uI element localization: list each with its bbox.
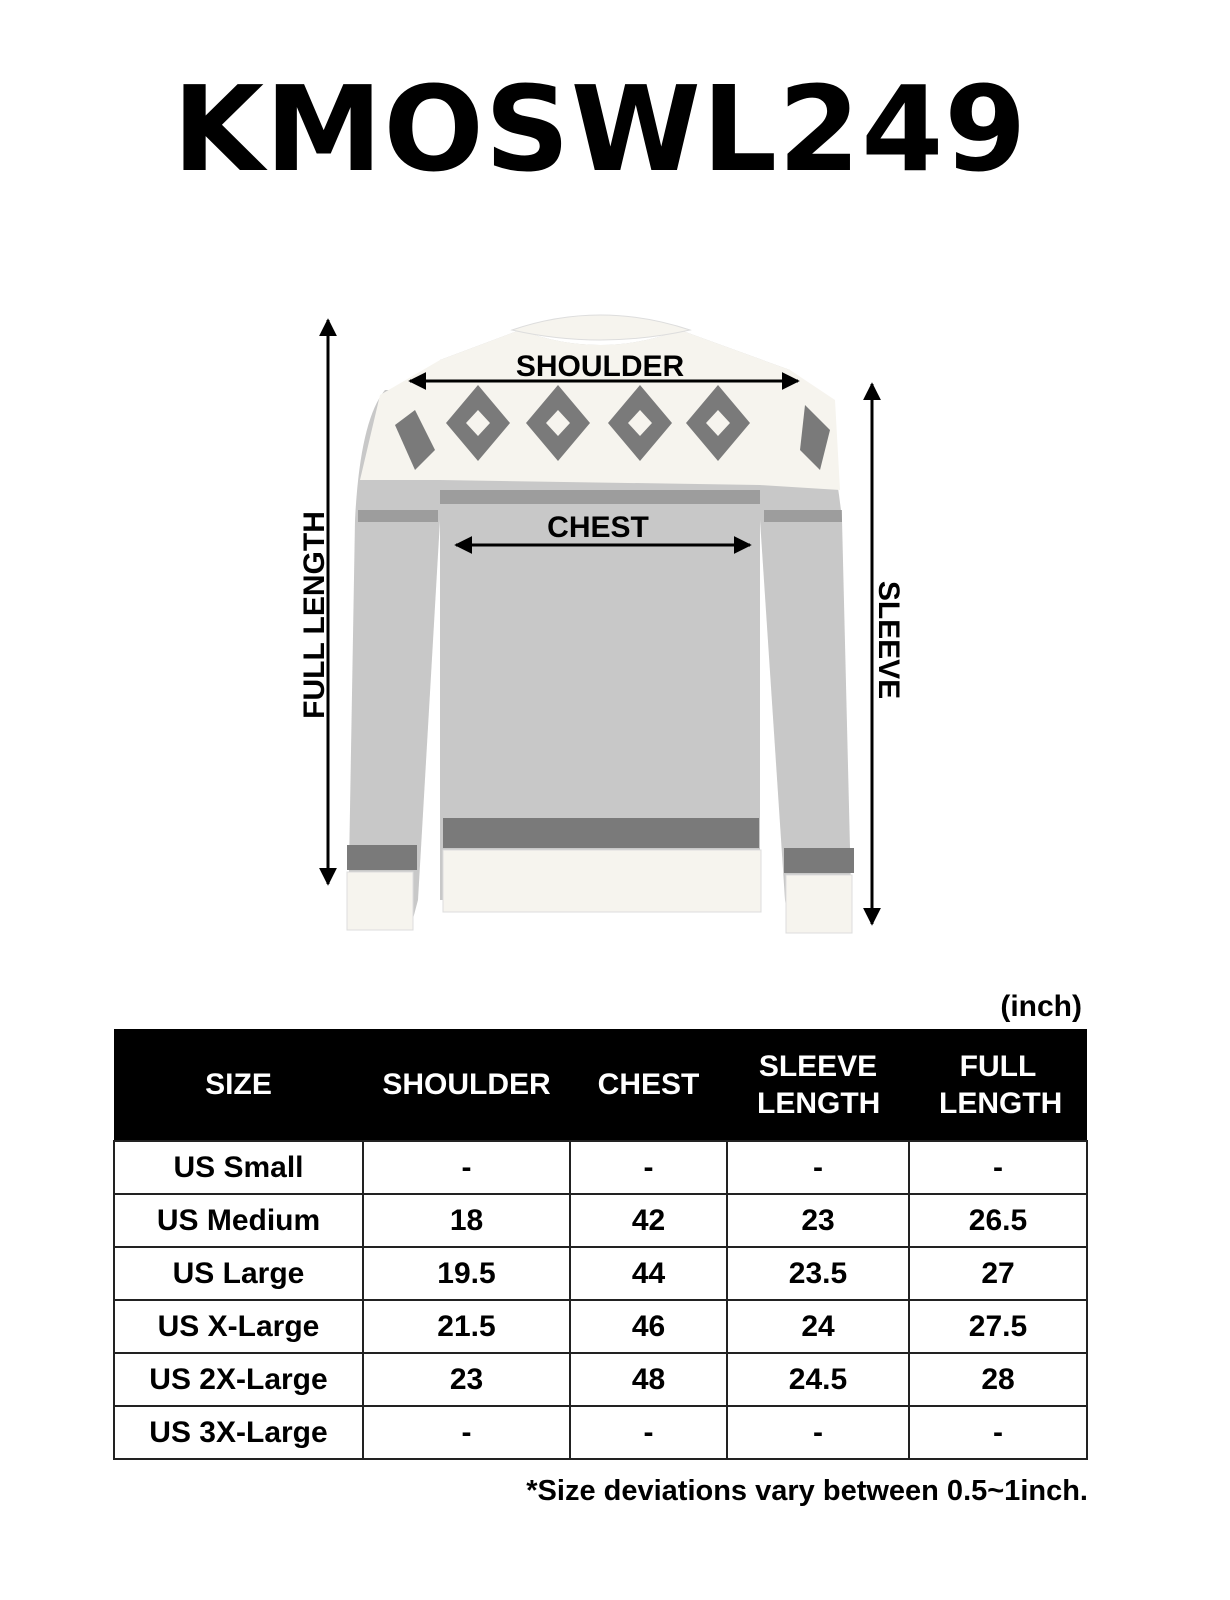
header-chest: CHEST bbox=[570, 1029, 727, 1141]
measurement-cell: 23 bbox=[362, 1352, 571, 1407]
header-sleeve-length: SLEEVE LENGTH bbox=[727, 1029, 909, 1141]
table-row: US 3X-Large - - - - bbox=[113, 1405, 1088, 1460]
shoulder-label: SHOULDER bbox=[516, 350, 685, 383]
measurement-cell: 26.5 bbox=[908, 1193, 1088, 1248]
product-code-title: KMOSWL249 bbox=[172, 60, 1028, 198]
sleeve-label: SLEEVE bbox=[872, 581, 905, 699]
table-header-row: SIZE SHOULDER CHEST SLEEVE LENGTH FULL L… bbox=[114, 1029, 1087, 1141]
measurement-cell: 44 bbox=[569, 1246, 728, 1301]
measurement-cell: 48 bbox=[569, 1352, 728, 1407]
sweater-image bbox=[346, 314, 854, 934]
measurement-cell: 28 bbox=[908, 1352, 1088, 1407]
size-cell: US Small bbox=[113, 1140, 364, 1195]
measurement-cell: 19.5 bbox=[362, 1246, 571, 1301]
table-row: US Medium 18 42 23 26.5 bbox=[113, 1193, 1088, 1248]
full-length-label: FULL LENGTH bbox=[298, 511, 331, 719]
size-cell: US Large bbox=[113, 1246, 364, 1301]
measurement-cell: - bbox=[726, 1140, 910, 1195]
size-cell: US 2X-Large bbox=[113, 1352, 364, 1407]
header-full-length: FULL LENGTH bbox=[909, 1029, 1087, 1141]
table-row: US X-Large 21.5 46 24 27.5 bbox=[113, 1299, 1088, 1354]
measurement-cell: 23.5 bbox=[726, 1246, 910, 1301]
measurement-cell: 27.5 bbox=[908, 1299, 1088, 1354]
measurement-cell: 24.5 bbox=[726, 1352, 910, 1407]
measurement-cell: 46 bbox=[569, 1299, 728, 1354]
measurement-cell: - bbox=[362, 1405, 571, 1460]
measurement-cell: - bbox=[362, 1140, 571, 1195]
measurement-cell: 27 bbox=[908, 1246, 1088, 1301]
measurement-cell: 23 bbox=[726, 1193, 910, 1248]
sweater-measurement-diagram: SHOULDER CHEST FULL LENGTH SLEEVE bbox=[298, 314, 905, 934]
measurement-cell: - bbox=[726, 1405, 910, 1460]
header-size: SIZE bbox=[114, 1029, 363, 1141]
table-row: US Small - - - - bbox=[113, 1140, 1088, 1195]
measurement-cell: 42 bbox=[569, 1193, 728, 1248]
measurement-cell: 21.5 bbox=[362, 1299, 571, 1354]
size-chart-table: SIZE SHOULDER CHEST SLEEVE LENGTH FULL L… bbox=[113, 1029, 1088, 1460]
unit-label: (inch) bbox=[1000, 990, 1082, 1023]
measurement-cell: - bbox=[569, 1405, 728, 1460]
header-shoulder: SHOULDER bbox=[363, 1029, 570, 1141]
table-row: US 2X-Large 23 48 24.5 28 bbox=[113, 1352, 1088, 1407]
measurement-cell: - bbox=[908, 1405, 1088, 1460]
table-row: US Large 19.5 44 23.5 27 bbox=[113, 1246, 1088, 1301]
chest-label: CHEST bbox=[547, 511, 649, 544]
measurement-cell: 24 bbox=[726, 1299, 910, 1354]
size-deviation-note: *Size deviations vary between 0.5~1inch. bbox=[526, 1475, 1088, 1507]
size-cell: US Medium bbox=[113, 1193, 364, 1248]
measurement-cell: - bbox=[569, 1140, 728, 1195]
measurement-cell: - bbox=[908, 1140, 1088, 1195]
measurement-cell: 18 bbox=[362, 1193, 571, 1248]
size-cell: US 3X-Large bbox=[113, 1405, 364, 1460]
size-cell: US X-Large bbox=[113, 1299, 364, 1354]
